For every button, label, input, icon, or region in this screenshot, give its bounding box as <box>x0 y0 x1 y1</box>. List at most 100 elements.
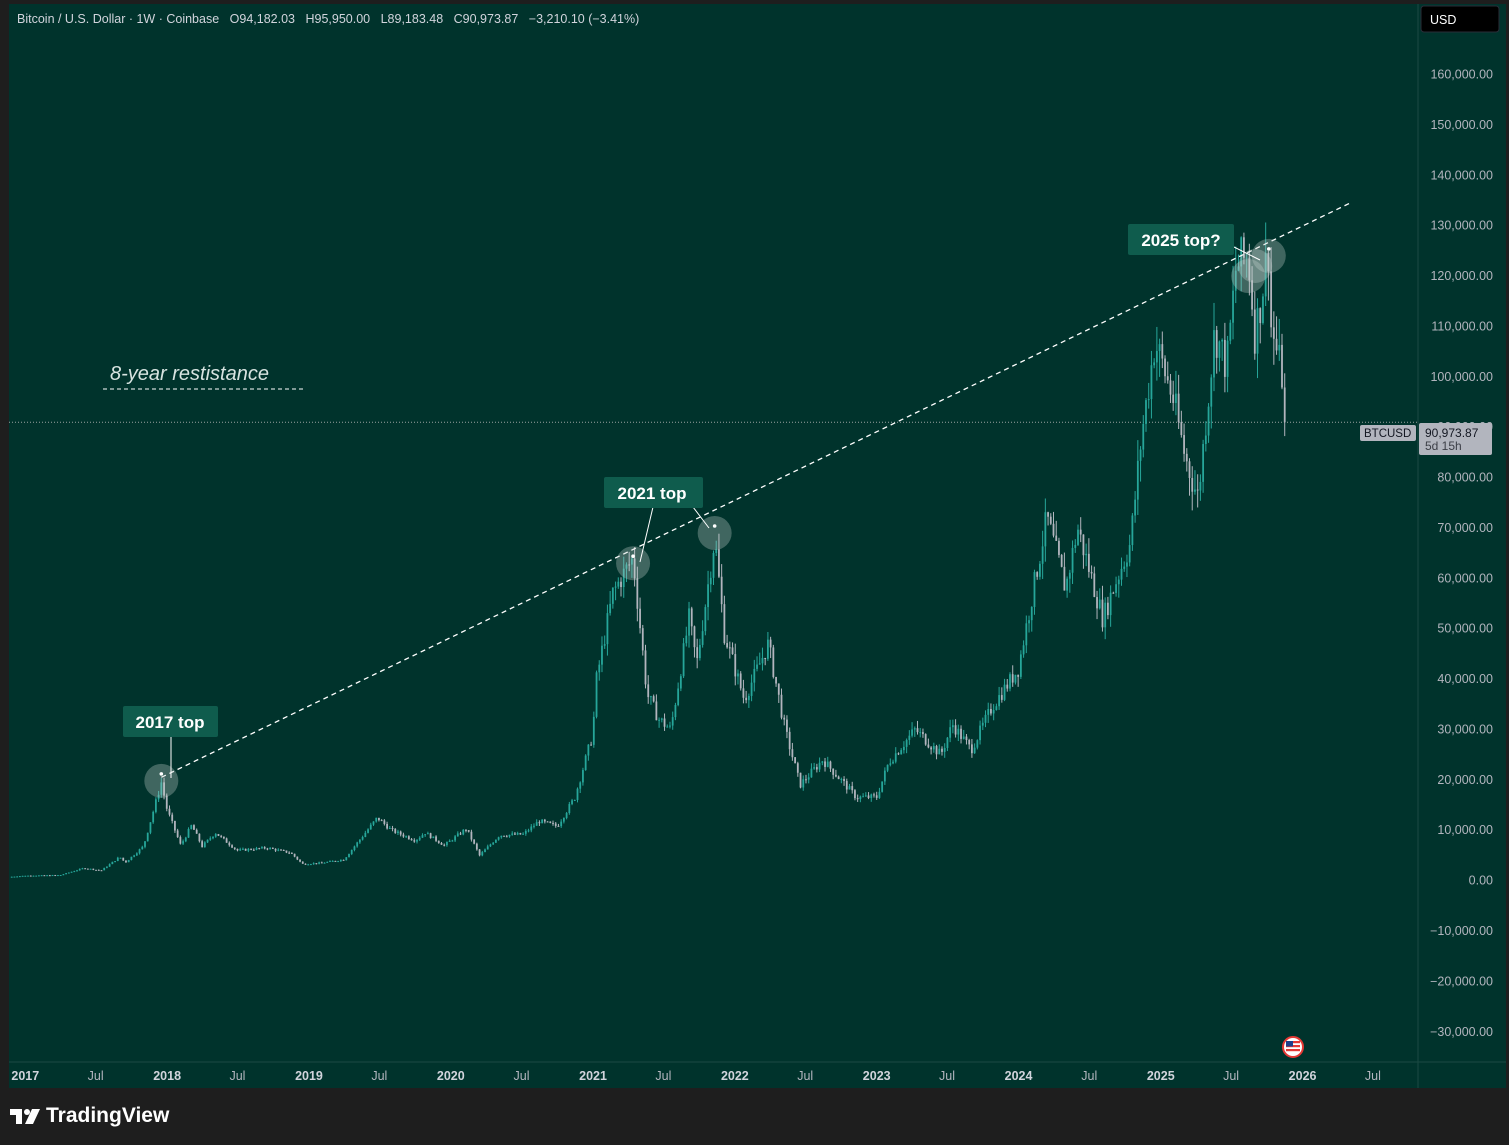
candle-body <box>837 776 840 780</box>
annotation-2021-top[interactable]: 2021 top <box>604 477 710 563</box>
us-events-icon[interactable] <box>1282 1036 1304 1058</box>
candle-body <box>1090 571 1093 574</box>
candle-body <box>1264 252 1267 297</box>
candle-body <box>769 639 772 648</box>
candle-body <box>1028 620 1030 624</box>
candle-body <box>1033 572 1036 607</box>
candle-body <box>1063 566 1066 591</box>
candle-body <box>271 847 274 849</box>
candle-body <box>1123 566 1126 569</box>
candle-body <box>1175 393 1177 403</box>
candle-body <box>1058 540 1060 555</box>
x-tick-label: 2024 <box>1005 1069 1033 1083</box>
candle-body <box>788 731 791 750</box>
candle-body <box>1202 444 1205 482</box>
currency-button-label[interactable]: USD <box>1430 13 1456 27</box>
candle-body <box>990 708 992 714</box>
candle-body <box>46 875 48 877</box>
candle-body <box>682 643 685 677</box>
candle-body <box>261 847 263 849</box>
y-tick-label: 80,000.00 <box>1437 471 1493 485</box>
x-tick-label: 2023 <box>863 1069 891 1083</box>
candle-body <box>280 849 282 851</box>
resistance-label[interactable]: 8-year restistance <box>103 363 303 390</box>
candle-body <box>138 849 141 854</box>
annotation-2017-top[interactable]: 2017 top <box>123 706 218 778</box>
candle-body <box>1259 308 1262 324</box>
candle-body <box>32 875 35 877</box>
candle-body <box>1229 322 1232 341</box>
candle-body <box>962 736 965 739</box>
candle-body <box>780 694 783 718</box>
candle-body <box>669 725 671 727</box>
plot-area[interactable] <box>9 4 1419 1062</box>
candle-body <box>1079 529 1082 535</box>
candle-body <box>549 821 552 823</box>
candle-body <box>916 728 919 733</box>
candle-body <box>726 643 729 648</box>
price-axis[interactable] <box>1418 4 1506 1062</box>
candle-body <box>968 740 971 745</box>
legend-open-value: 94,182.03 <box>239 12 295 26</box>
candle-body <box>35 875 38 877</box>
candle-body <box>353 846 356 850</box>
candle-body <box>111 861 114 865</box>
candle-body <box>903 746 905 751</box>
candle-body <box>946 737 949 748</box>
candle-body <box>171 814 174 821</box>
candle-body <box>475 843 478 850</box>
candle-body <box>380 820 383 822</box>
candle-body <box>1278 344 1281 351</box>
currency-button-bg[interactable] <box>1420 5 1500 33</box>
tradingview-logo[interactable]: TradingView <box>10 1104 169 1128</box>
candle-body <box>187 829 190 838</box>
legend-high-value: 95,950.00 <box>315 12 371 26</box>
candle-body <box>323 862 326 864</box>
candle-body <box>1213 330 1215 378</box>
candle-body <box>301 861 304 864</box>
candle-body <box>1112 592 1115 594</box>
candle-body <box>67 872 70 874</box>
y-tick-label: −30,000.00 <box>1430 1025 1493 1039</box>
candle-body <box>424 834 427 836</box>
candle-body <box>54 875 57 877</box>
candle-body <box>883 770 886 782</box>
candle-body <box>1251 280 1253 310</box>
candle-body <box>573 800 576 802</box>
candle-body <box>650 696 652 698</box>
candle-body <box>747 695 750 701</box>
y-tick-label: 40,000.00 <box>1437 672 1493 686</box>
candle-body <box>73 871 76 873</box>
candle-body <box>878 791 881 798</box>
y-tick-label: 30,000.00 <box>1437 722 1493 736</box>
candle-body <box>285 850 288 853</box>
candle-body <box>674 704 677 718</box>
candle-body <box>603 644 606 646</box>
resistance-trendline[interactable] <box>161 202 1350 778</box>
candle-body <box>1055 535 1058 541</box>
candle-body <box>761 657 764 664</box>
legend: Bitcoin / U.S. Dollar · 1W · Coinbase O9… <box>17 12 639 26</box>
candle-body <box>304 863 307 865</box>
candle-body <box>350 849 353 854</box>
annotation-2025-top[interactable]: 2025 top? <box>1128 224 1261 261</box>
candle-body <box>157 794 160 800</box>
candle-body <box>742 688 745 698</box>
candle-body <box>1068 572 1071 579</box>
candle-series[interactable] <box>10 222 1286 878</box>
highlight-circle <box>1231 259 1266 294</box>
candle-body <box>614 586 617 588</box>
last-price-value: 90,973.87 <box>1425 426 1479 440</box>
candle-body <box>141 846 144 850</box>
candle-body <box>397 831 399 833</box>
currency-button[interactable]: USD <box>1420 5 1500 33</box>
candle-body <box>731 647 734 655</box>
candle-body <box>625 564 628 569</box>
x-tick-label: 2025 <box>1147 1069 1175 1083</box>
time-axis[interactable] <box>9 1062 1419 1088</box>
x-tick-label: Jul <box>1365 1069 1381 1083</box>
candle-body <box>318 862 320 864</box>
candle-body <box>1030 606 1033 621</box>
candle-body <box>27 875 29 877</box>
